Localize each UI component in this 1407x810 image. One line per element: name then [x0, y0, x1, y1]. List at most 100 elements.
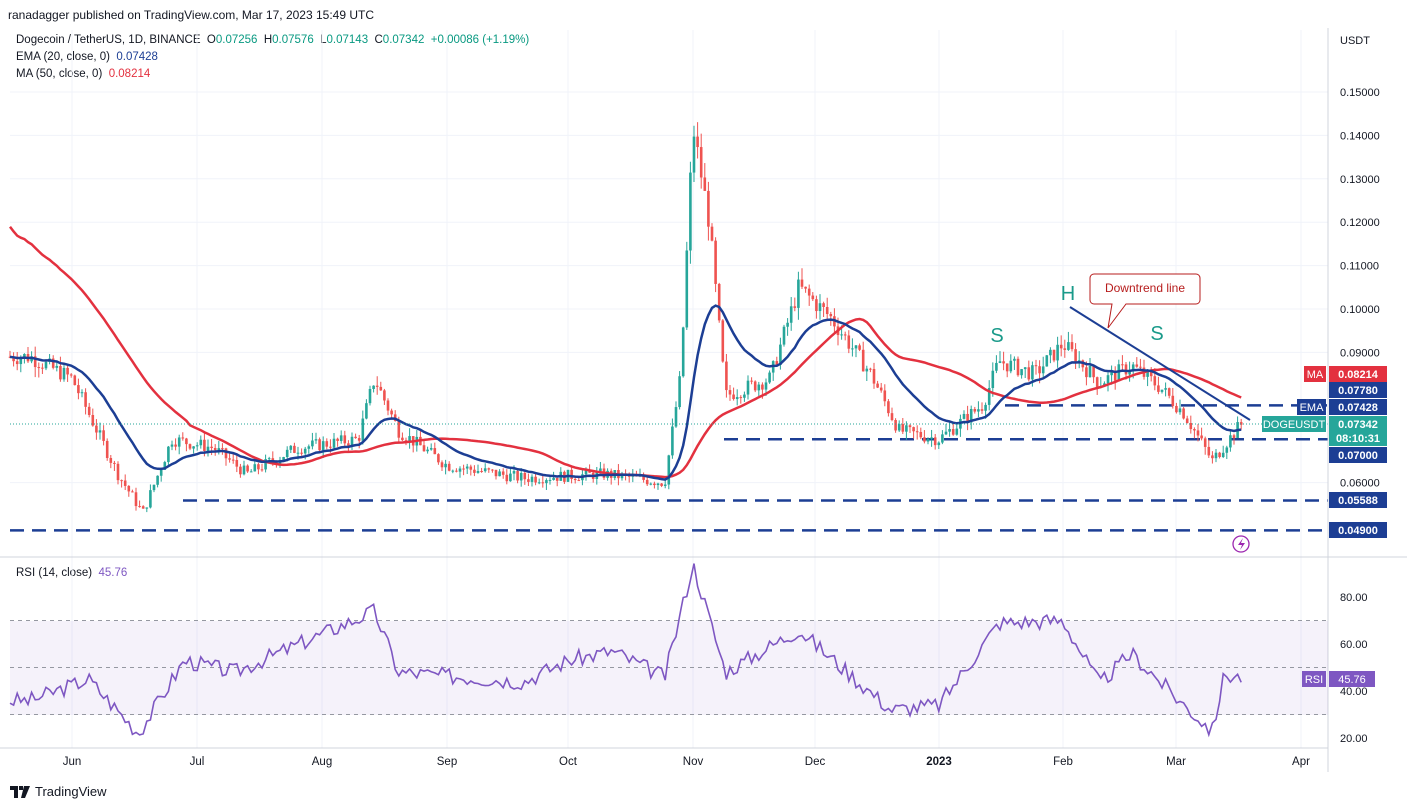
- candle-body: [131, 491, 134, 493]
- candle-body: [509, 473, 512, 482]
- candle-body: [397, 420, 401, 438]
- candle-body: [1052, 349, 1056, 361]
- price-tag-value: 0.08214: [1338, 369, 1379, 381]
- candle-body: [930, 437, 933, 439]
- price-tag-bg: [1329, 366, 1387, 382]
- candle-body: [447, 463, 451, 471]
- candle-body: [840, 334, 843, 336]
- candle-body: [890, 413, 894, 420]
- candle-body: [847, 335, 851, 349]
- candle-body: [476, 470, 480, 473]
- candle-body: [491, 469, 494, 471]
- candle-body: [948, 429, 951, 432]
- price-tag-name-bg: [1297, 399, 1326, 415]
- candle-body: [746, 380, 750, 395]
- candle-body: [451, 470, 455, 472]
- candle-body: [1031, 365, 1034, 380]
- candle-body: [933, 437, 937, 446]
- candle-body: [1124, 364, 1128, 375]
- candle-body: [714, 240, 717, 284]
- candle-body: [599, 468, 602, 472]
- candle-body: [894, 419, 897, 431]
- candle-body: [361, 418, 365, 441]
- time-tick-label: Feb: [1053, 756, 1073, 768]
- candle-body: [555, 477, 559, 481]
- rsi-line: [9, 563, 1242, 738]
- high-value: 0.07576: [272, 34, 314, 46]
- right-shoulder-label: S: [1150, 323, 1163, 345]
- candle-body: [77, 385, 80, 394]
- candle-body: [264, 459, 267, 470]
- candle-body: [159, 469, 163, 476]
- candle-body: [152, 484, 156, 491]
- candle-body: [483, 468, 487, 472]
- price-axis[interactable]: 0.15000 0.14000 0.13000 0.12000 0.11000 0.100…: [1340, 87, 1380, 490]
- candle-body: [66, 367, 69, 375]
- candle-body: [1013, 358, 1016, 361]
- ema-label: EMA (20, close, 0): [16, 51, 110, 63]
- candle-body: [303, 448, 307, 454]
- candle-body: [123, 480, 127, 486]
- ma-legend-value: 0.08214: [108, 68, 151, 80]
- candle-body: [815, 299, 818, 312]
- candle-body: [991, 370, 995, 389]
- candle-body: [462, 468, 465, 470]
- candle-body: [663, 484, 667, 486]
- candle-body: [365, 403, 368, 419]
- candle-body: [181, 437, 185, 439]
- candle-body: [444, 463, 447, 468]
- candle-body: [879, 387, 883, 391]
- price-tick-label: 0.11000: [1340, 261, 1379, 273]
- candle-body: [1182, 408, 1185, 419]
- candle-body: [156, 475, 159, 485]
- downtrend-line: [1069, 306, 1251, 421]
- candle-body: [872, 368, 876, 384]
- price-tag-value: 0.05588: [1338, 495, 1378, 507]
- candle-body: [91, 414, 95, 426]
- candle-body: [786, 322, 789, 327]
- candle-body: [1229, 435, 1232, 448]
- candle-body: [174, 444, 177, 447]
- candle-body: [966, 413, 969, 423]
- candle-body: [44, 361, 48, 369]
- tradingview-logo-icon: [10, 785, 30, 798]
- candle-body: [1193, 429, 1196, 431]
- candle-body: [1038, 366, 1041, 374]
- candle-body: [573, 478, 577, 481]
- candle-body: [239, 466, 242, 475]
- price-tag-value: 0.04900: [1338, 525, 1378, 537]
- time-axis[interactable]: Jun Jul Aug Sep Oct Nov Dec 2023 Feb Mar Apr: [63, 756, 1310, 768]
- close-label: C: [374, 34, 383, 46]
- candles: [8, 122, 1243, 513]
- rsi-legend-value: 45.76: [98, 567, 128, 579]
- candle-body: [739, 397, 743, 399]
- candle-body: [825, 306, 829, 315]
- change-value: +0.00086 (+1.19%): [430, 34, 530, 46]
- flash-icon[interactable]: [1232, 535, 1250, 553]
- time-tick-label: Oct: [559, 756, 578, 768]
- candle-body: [138, 506, 141, 508]
- candle-body: [689, 172, 692, 251]
- candle-body: [671, 426, 674, 456]
- price-tick-label: 0.14000: [1340, 130, 1380, 142]
- candle-body: [329, 446, 332, 448]
- candle-body: [210, 446, 213, 449]
- candle-body: [469, 466, 473, 470]
- candle-body: [829, 314, 833, 317]
- candle-body: [552, 477, 555, 480]
- candle-body: [876, 383, 879, 388]
- candle-body: [858, 345, 861, 350]
- candle-body: [12, 356, 15, 362]
- candle-body: [87, 406, 91, 415]
- candle-body: [545, 480, 548, 484]
- candle-body: [1009, 360, 1013, 372]
- candle-body: [347, 443, 350, 446]
- candle-body: [660, 483, 663, 486]
- time-tick-label: Jun: [63, 756, 82, 768]
- candle-body: [527, 479, 530, 482]
- candle-body: [797, 279, 800, 308]
- candle-body: [498, 471, 501, 477]
- price-tick-label: 0.10000: [1340, 304, 1380, 316]
- rsi-axis[interactable]: 80.00 60.00 40.00 20.00: [1340, 592, 1368, 745]
